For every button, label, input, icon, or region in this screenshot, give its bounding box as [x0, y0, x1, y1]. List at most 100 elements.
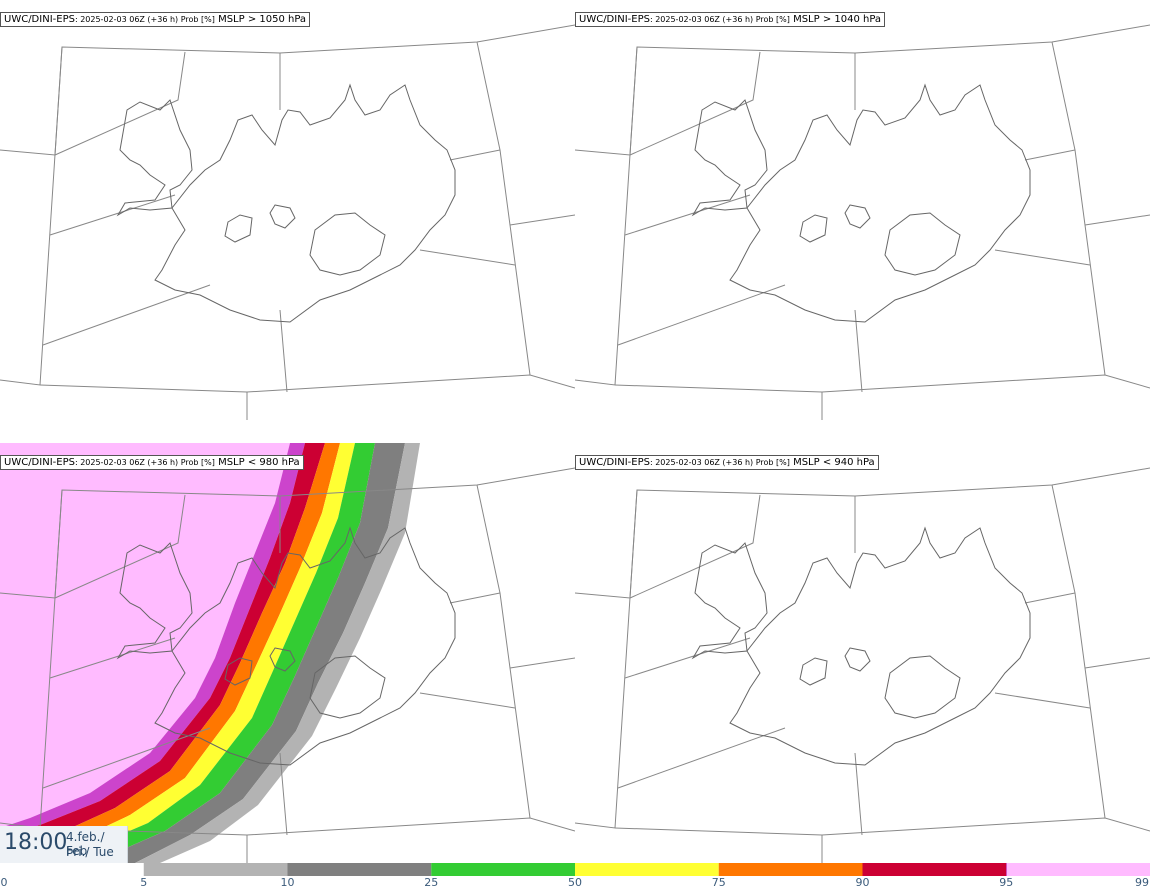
- colorbar-tick-label: 90: [855, 876, 870, 889]
- boundary-line: [39, 374, 575, 393]
- boundary-line: [0, 467, 575, 599]
- run-info: : 2025-02-03 06Z (+36 h) Prob [%]: [74, 458, 215, 467]
- map-panel-980: UWC/DINI-EPS: 2025-02-03 06Z (+36 h) Pro…: [0, 443, 575, 863]
- glacier-outline: [884, 212, 961, 276]
- probability-band: [0, 443, 290, 828]
- glacier-outline: [799, 214, 828, 243]
- boundary-line: [476, 484, 531, 819]
- map-layer: [575, 467, 1150, 863]
- map-svg: [0, 24, 575, 420]
- colorbar-tick-label: 5: [140, 876, 148, 889]
- coastline: [116, 526, 456, 766]
- boundary-line: [49, 194, 176, 236]
- threshold-label: MSLP > 1050 hPa: [218, 14, 307, 25]
- boundary-line: [1024, 592, 1076, 604]
- map-panel-940: UWC/DINI-EPS: 2025-02-03 06Z (+36 h) Pro…: [575, 443, 1150, 863]
- glacier-outline: [884, 655, 961, 719]
- colorbar-tick-label: 10: [280, 876, 295, 889]
- boundary-line: [624, 194, 751, 236]
- boundary-line: [575, 467, 1150, 599]
- model-name: UWC/DINI-EPS: [4, 457, 75, 468]
- boundary-line: [1084, 214, 1150, 226]
- probability-band: [0, 443, 305, 838]
- map-layer: [0, 443, 575, 863]
- glacier-outline: [844, 204, 871, 229]
- colorbar-segment: [718, 863, 863, 876]
- colorbar-segment: [575, 863, 719, 876]
- glacier-outline: [309, 212, 386, 276]
- coastline: [691, 83, 1031, 323]
- colorbar-tick-label: 25: [424, 876, 439, 889]
- glacier-outline: [224, 214, 253, 243]
- boundary-line: [54, 494, 186, 599]
- valid-time-box: 18:00 4.feb./ Feb Þri./ Tue: [0, 826, 128, 863]
- colorbar-segment: [143, 863, 288, 876]
- colorbar-tick-label: 50: [568, 876, 582, 889]
- boundary-line: [854, 309, 863, 393]
- boundary-line: [994, 249, 1091, 266]
- probability-band: [0, 443, 340, 858]
- map-layer: [575, 24, 1150, 420]
- probability-band: [0, 443, 325, 848]
- colorbar-segment: [431, 863, 575, 876]
- region-boundaries: [575, 24, 1150, 420]
- glacier-outline: [269, 647, 296, 672]
- boundary-line: [49, 637, 176, 679]
- probability-colorbar: [0, 863, 1150, 876]
- colorbar-tick-label: 99: [1135, 876, 1149, 889]
- coastline: [691, 526, 1031, 766]
- boundary-line: [629, 494, 761, 599]
- boundary-line: [614, 817, 1150, 836]
- colorbar-tick-label: 0: [0, 876, 8, 889]
- boundary-line: [42, 727, 211, 789]
- map-layer: [0, 24, 575, 420]
- region-boundaries: [575, 467, 1150, 863]
- colorbar-tick-label: 75: [711, 876, 726, 889]
- map-svg: [575, 24, 1150, 420]
- model-name: UWC/DINI-EPS: [4, 14, 75, 25]
- valid-time: 18:00: [4, 830, 68, 855]
- coastline: [116, 83, 456, 323]
- boundary-line: [39, 817, 575, 836]
- model-name: UWC/DINI-EPS: [579, 457, 650, 468]
- boundary-line: [617, 727, 786, 789]
- colorbar-segment: [1007, 863, 1150, 876]
- glacier-outline: [224, 657, 253, 686]
- threshold-label: MSLP > 1040 hPa: [793, 14, 882, 25]
- boundary-line: [279, 752, 288, 836]
- run-info: : 2025-02-03 06Z (+36 h) Prob [%]: [649, 15, 790, 24]
- threshold-label: MSLP < 940 hPa: [793, 457, 875, 468]
- boundary-line: [575, 46, 638, 386]
- boundary-line: [1051, 484, 1106, 819]
- boundary-line: [854, 752, 863, 836]
- map-panel-1040: UWC/DINI-EPS: 2025-02-03 06Z (+36 h) Pro…: [575, 0, 1150, 420]
- probability-band: [60, 443, 405, 863]
- glacier-outline: [269, 204, 296, 229]
- panel-title: UWC/DINI-EPS: 2025-02-03 06Z (+36 h) Pro…: [0, 12, 311, 27]
- boundary-line: [419, 692, 516, 709]
- colorbar-segment: [862, 863, 1007, 876]
- panel-title: UWC/DINI-EPS: 2025-02-03 06Z (+36 h) Pro…: [575, 455, 879, 470]
- model-name: UWC/DINI-EPS: [579, 14, 650, 25]
- probability-field: [0, 443, 420, 863]
- map-svg: [0, 443, 575, 863]
- glacier-outline: [799, 657, 828, 686]
- panel-title: UWC/DINI-EPS: 2025-02-03 06Z (+36 h) Pro…: [575, 12, 886, 27]
- boundary-line: [629, 51, 761, 156]
- boundary-line: [449, 592, 501, 604]
- run-info: : 2025-02-03 06Z (+36 h) Prob [%]: [74, 15, 215, 24]
- panel-title: UWC/DINI-EPS: 2025-02-03 06Z (+36 h) Pro…: [0, 455, 304, 470]
- glacier-outline: [844, 647, 871, 672]
- boundary-line: [614, 374, 1150, 393]
- threshold-label: MSLP < 980 hPa: [218, 457, 300, 468]
- valid-weekday: Þri./ Tue: [66, 845, 114, 859]
- glacier-outline: [309, 655, 386, 719]
- boundary-line: [449, 149, 501, 161]
- probability-band: [20, 443, 375, 863]
- map-panel-1050: UWC/DINI-EPS: 2025-02-03 06Z (+36 h) Pro…: [0, 0, 575, 420]
- boundary-line: [994, 692, 1091, 709]
- boundary-line: [42, 284, 211, 346]
- boundary-line: [1084, 657, 1150, 669]
- boundary-line: [509, 657, 575, 669]
- boundary-line: [1024, 149, 1076, 161]
